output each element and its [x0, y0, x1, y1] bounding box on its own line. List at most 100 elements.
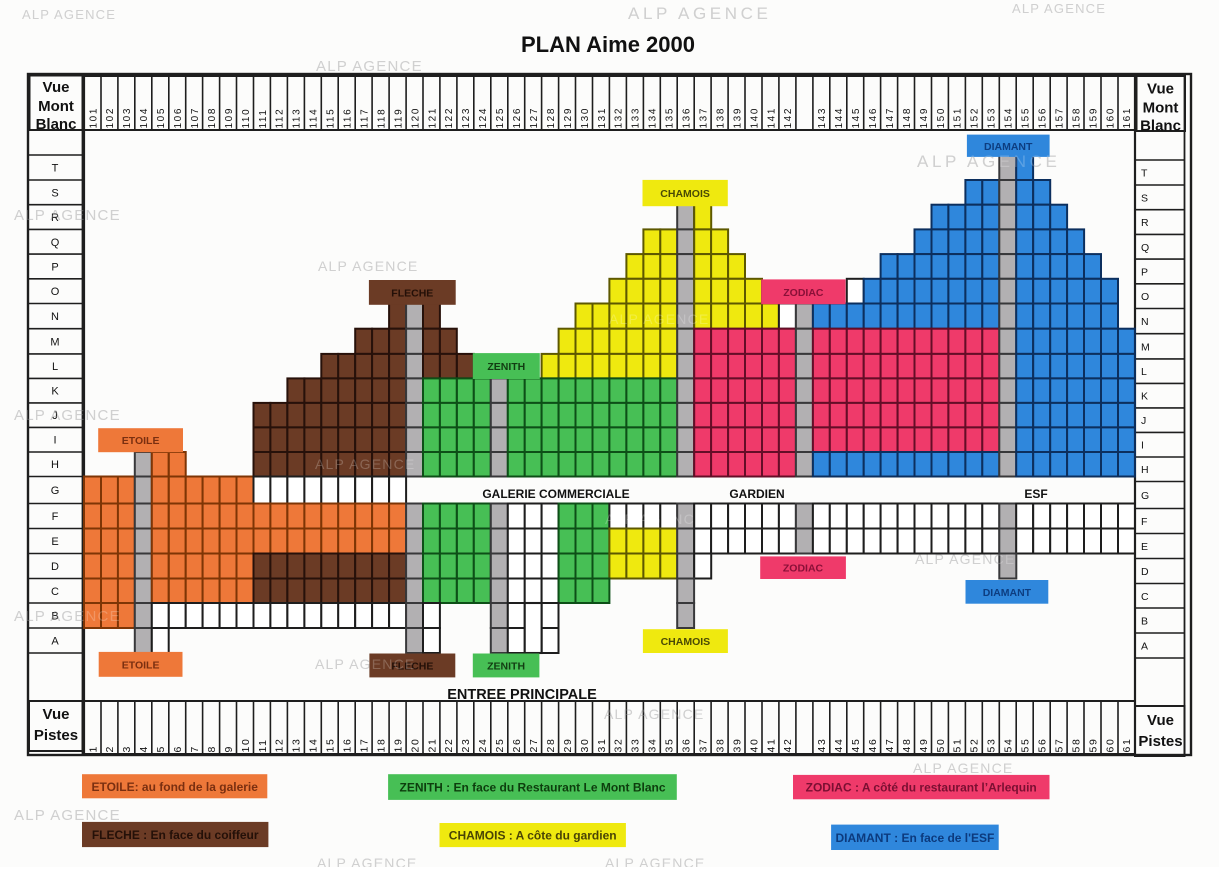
svg-text:15: 15: [325, 738, 337, 753]
svg-text:DIAMANT : En face de l'ESF: DIAMANT : En face de l'ESF: [835, 831, 994, 845]
svg-text:K: K: [1141, 391, 1148, 403]
svg-text:156: 156: [1038, 107, 1049, 129]
svg-text:E: E: [1141, 541, 1148, 553]
svg-text:C: C: [1141, 591, 1149, 603]
svg-text:105: 105: [156, 107, 167, 129]
svg-text:Q: Q: [51, 237, 60, 249]
svg-text:126: 126: [512, 107, 523, 129]
svg-text:J: J: [1141, 415, 1146, 427]
svg-text:ALP AGENCE: ALP AGENCE: [315, 656, 415, 672]
svg-text:111: 111: [258, 108, 269, 128]
svg-text:1: 1: [87, 745, 99, 752]
svg-text:FLECHE: FLECHE: [391, 287, 433, 299]
svg-text:110: 110: [241, 108, 252, 129]
svg-text:137: 137: [699, 107, 710, 129]
svg-text:49: 49: [918, 738, 930, 753]
svg-text:ALP AGENCE: ALP AGENCE: [14, 407, 121, 424]
svg-text:FLECHE : En face du coiffeur: FLECHE : En face du coiffeur: [92, 828, 259, 842]
svg-text:142: 142: [783, 107, 794, 129]
svg-text:7: 7: [189, 745, 201, 752]
svg-text:134: 134: [648, 107, 659, 129]
svg-text:159: 159: [1088, 107, 1099, 129]
svg-text:121: 121: [427, 107, 438, 129]
svg-text:146: 146: [868, 107, 879, 129]
svg-text:108: 108: [207, 107, 218, 129]
svg-text:55: 55: [1020, 738, 1032, 753]
svg-text:ENTREE PRINCIPALE: ENTREE PRINCIPALE: [447, 687, 597, 703]
svg-text:155: 155: [1021, 107, 1032, 129]
svg-text:I: I: [1141, 440, 1144, 452]
svg-text:ALP AGENCE: ALP AGENCE: [604, 706, 704, 722]
svg-text:ALP AGENCE: ALP AGENCE: [605, 855, 705, 867]
svg-text:B: B: [1141, 616, 1148, 628]
svg-text:ALP AGENCE: ALP AGENCE: [14, 608, 121, 625]
svg-text:P: P: [51, 261, 58, 273]
svg-text:CHAMOIS: CHAMOIS: [660, 188, 710, 200]
svg-text:I: I: [53, 435, 56, 447]
svg-text:ALP AGENCE: ALP AGENCE: [22, 7, 116, 22]
svg-text:Vue: Vue: [1147, 712, 1174, 729]
svg-text:113: 113: [292, 108, 303, 129]
svg-text:44: 44: [833, 738, 845, 753]
svg-text:130: 130: [580, 107, 591, 129]
svg-text:ZODIAC : A côté du restaurant: ZODIAC : A côté du restaurant l’Arlequin: [806, 781, 1037, 795]
svg-text:ESF: ESF: [1024, 487, 1047, 501]
svg-text:161: 161: [1122, 107, 1133, 129]
svg-text:106: 106: [173, 107, 184, 129]
svg-text:F: F: [1141, 516, 1147, 528]
svg-text:59: 59: [1087, 738, 1099, 753]
svg-text:143: 143: [817, 107, 828, 129]
svg-text:36: 36: [681, 738, 693, 753]
svg-text:ALP AGENCE: ALP AGENCE: [917, 152, 1060, 171]
svg-text:ALP AGENCE: ALP AGENCE: [14, 207, 121, 224]
svg-text:ZENITH: ZENITH: [487, 361, 525, 373]
svg-text:DIAMANT: DIAMANT: [983, 587, 1032, 599]
svg-text:ETOILE: ETOILE: [122, 659, 160, 671]
svg-text:E: E: [51, 536, 58, 548]
svg-text:G: G: [51, 485, 60, 497]
svg-text:38: 38: [714, 738, 726, 753]
svg-text:K: K: [51, 386, 59, 398]
svg-text:103: 103: [122, 107, 133, 129]
svg-text:104: 104: [139, 107, 150, 129]
svg-text:Vue: Vue: [43, 79, 70, 96]
svg-text:118: 118: [376, 108, 387, 129]
svg-text:ALP AGENCE: ALP AGENCE: [318, 258, 418, 274]
svg-text:128: 128: [546, 107, 557, 129]
svg-text:ETOILE: au fond de la galerie: ETOILE: au fond de la galerie: [91, 780, 258, 794]
svg-text:DIAMANT: DIAMANT: [984, 141, 1033, 153]
svg-text:138: 138: [715, 107, 726, 129]
svg-text:CHAMOIS : A côte du gardien: CHAMOIS : A côte du gardien: [449, 829, 617, 843]
svg-text:58: 58: [1070, 738, 1082, 753]
svg-text:35: 35: [664, 738, 676, 753]
svg-text:149: 149: [919, 107, 930, 129]
svg-text:32: 32: [613, 738, 625, 753]
svg-text:37: 37: [698, 738, 710, 753]
svg-text:109: 109: [224, 107, 235, 129]
svg-text:D: D: [1141, 566, 1149, 578]
svg-text:61: 61: [1121, 738, 1133, 753]
svg-text:19: 19: [392, 738, 404, 753]
svg-text:30: 30: [579, 738, 591, 753]
svg-text:Pistes: Pistes: [1138, 733, 1182, 750]
svg-text:ALP AGENCE: ALP AGENCE: [1012, 1, 1106, 16]
svg-text:Vue: Vue: [43, 706, 70, 723]
svg-text:123: 123: [461, 107, 472, 129]
svg-text:N: N: [1141, 316, 1149, 328]
svg-text:G: G: [1141, 490, 1149, 502]
svg-text:Blanc: Blanc: [36, 116, 77, 133]
svg-text:54: 54: [1003, 738, 1015, 753]
svg-text:ALP AGENCE: ALP AGENCE: [913, 760, 1013, 776]
svg-text:24: 24: [477, 738, 489, 753]
svg-text:L: L: [1141, 366, 1147, 378]
svg-text:20: 20: [409, 738, 421, 753]
svg-text:3: 3: [121, 745, 133, 752]
svg-text:33: 33: [630, 738, 642, 753]
svg-text:147: 147: [885, 107, 896, 129]
svg-text:31: 31: [596, 738, 608, 753]
svg-text:52: 52: [969, 738, 981, 753]
svg-text:131: 131: [597, 107, 608, 129]
svg-text:129: 129: [563, 107, 574, 129]
svg-text:141: 141: [766, 107, 777, 129]
svg-text:132: 132: [614, 107, 625, 129]
